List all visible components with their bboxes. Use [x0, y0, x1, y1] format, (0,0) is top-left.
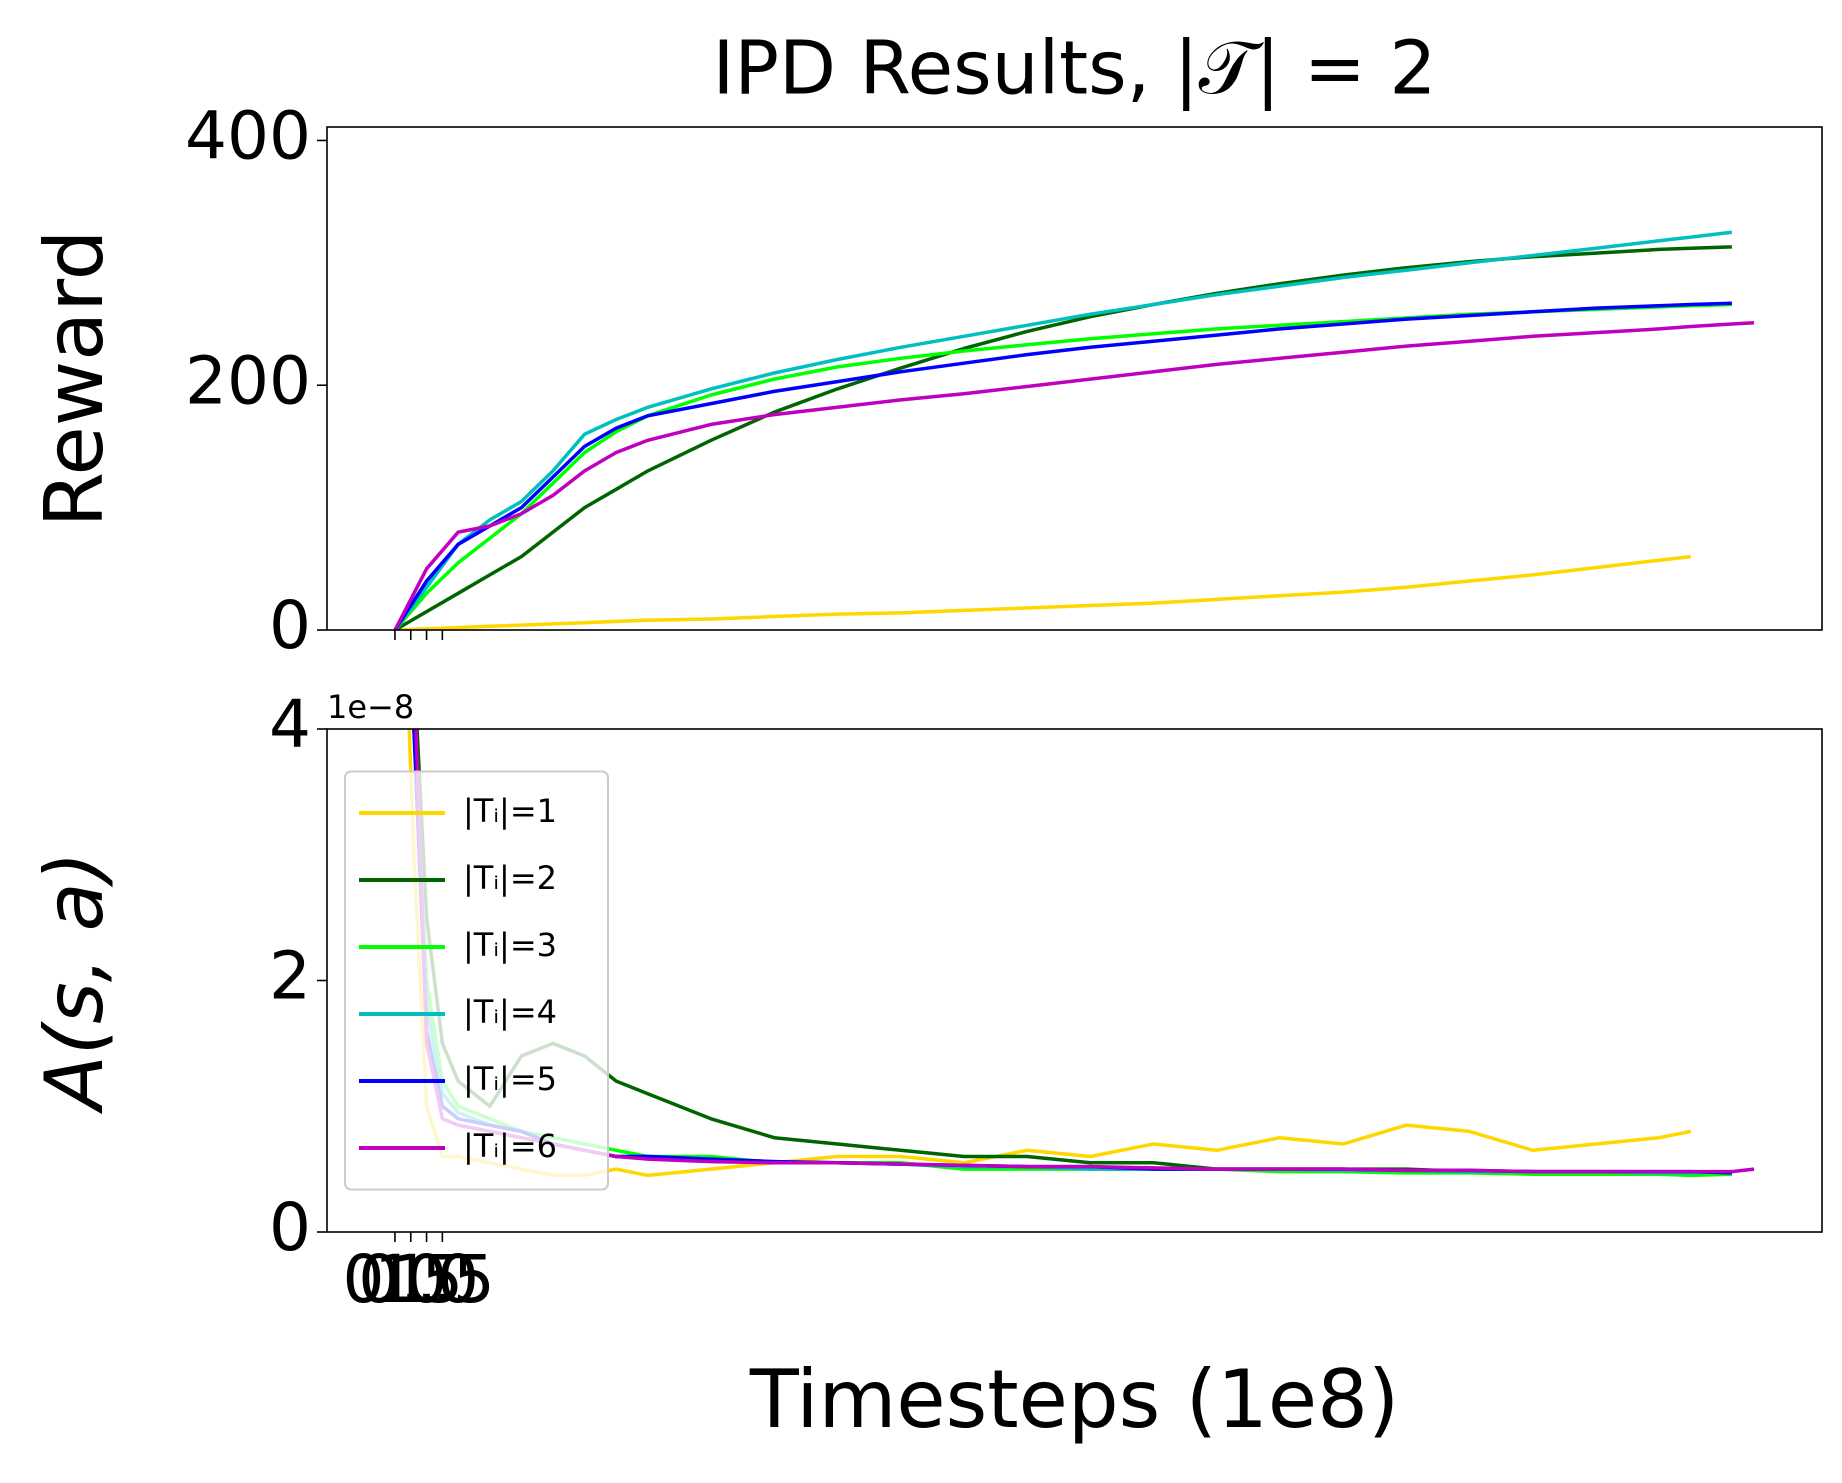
series-line — [393, 302, 1732, 630]
legend-label: |Tᵢ|=3 — [463, 926, 557, 964]
legend-label: |Tᵢ|=2 — [463, 859, 557, 897]
chart-title: IPD Results, |𝒯| = 2 — [713, 26, 1437, 112]
series-line — [393, 230, 1733, 630]
legend-label: |Tᵢ|=6 — [463, 1127, 557, 1165]
x-tick-label: 0.5 — [358, 1241, 463, 1318]
legend-label: |Tᵢ|=4 — [463, 993, 557, 1031]
series-line — [393, 321, 1755, 630]
legend-box — [344, 770, 609, 1191]
y-offset-label: 1e−8 — [327, 688, 414, 726]
plot-area — [393, 230, 1755, 630]
y-tick-label: 400 — [185, 98, 311, 175]
x-tick-label: 1.5 — [390, 1241, 495, 1318]
y-tick-label: 0 — [269, 1189, 311, 1266]
legend-label: |Tᵢ|=1 — [463, 792, 557, 830]
legend-label: |Tᵢ|=5 — [463, 1060, 557, 1098]
y-tick-label: 0 — [269, 587, 311, 664]
y-tick-label: 200 — [185, 342, 311, 419]
y-axis-label: A(s, a) — [28, 851, 121, 1115]
x-tick-label: 1.0 — [374, 1241, 479, 1318]
series-line — [393, 301, 1732, 630]
series-line — [394, 554, 1691, 630]
y-axis-label: Reward — [28, 230, 121, 528]
y-tick-label: 2 — [269, 938, 311, 1015]
x-axis-label: Timesteps (1e8) — [749, 1353, 1399, 1446]
axes-frame — [326, 126, 1823, 631]
x-tick-label: 0.0 — [342, 1241, 447, 1318]
y-tick-label: 4 — [269, 686, 311, 763]
